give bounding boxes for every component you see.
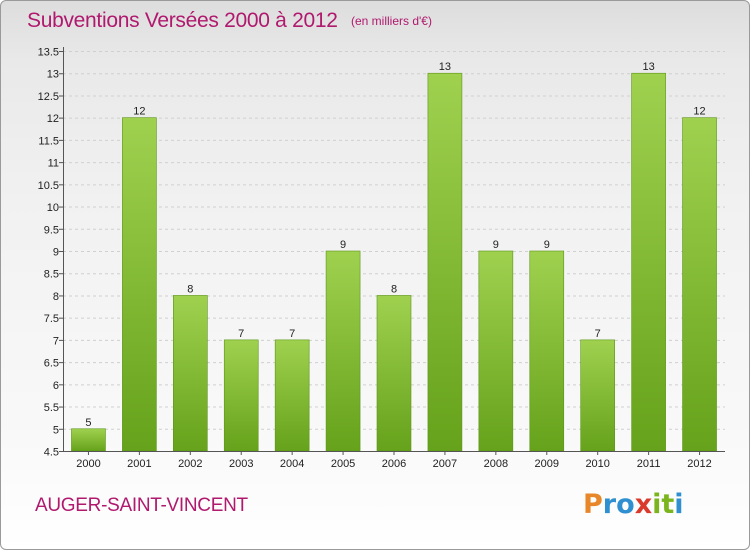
y-tick-label: 9.5 xyxy=(44,224,59,236)
chart-title: Subventions Versées 2000 à 2012 xyxy=(27,9,338,32)
x-tick-label: 2003 xyxy=(229,458,253,470)
logo-letter: t xyxy=(661,489,675,520)
x-tick-label: 2005 xyxy=(331,458,355,470)
y-tick-label: 7.5 xyxy=(44,313,59,325)
bar-2004 xyxy=(274,339,310,452)
y-tick-label: 5 xyxy=(53,424,59,436)
bar-value-label: 9 xyxy=(544,239,550,251)
y-tick-label: 13.5 xyxy=(38,47,59,59)
bar-2001 xyxy=(122,117,157,452)
y-tick-label: 9 xyxy=(53,247,59,259)
x-tick-label: 2004 xyxy=(280,458,304,470)
bar-value-label: 9 xyxy=(493,239,499,251)
y-tick-label: 8.5 xyxy=(44,269,59,281)
logo-letter: i xyxy=(674,489,684,520)
bar-2010 xyxy=(580,339,615,452)
bar-value-label: 13 xyxy=(642,61,654,73)
y-tick-label: 6.5 xyxy=(44,358,59,370)
bar-2009 xyxy=(529,250,565,452)
proxiti-logo: Proxiti xyxy=(583,489,684,520)
x-tick-label: 2000 xyxy=(76,458,100,470)
x-tick-label: 2002 xyxy=(178,458,202,470)
y-tick-label: 11.5 xyxy=(38,135,59,147)
bar-value-label: 12 xyxy=(693,106,705,118)
bar-2002 xyxy=(173,295,208,452)
x-tick-label: 2012 xyxy=(687,458,711,470)
bar-value-label: 7 xyxy=(238,328,244,340)
y-tick-label: 5.5 xyxy=(44,402,59,414)
logo-letter: r xyxy=(602,489,617,520)
bar-2008 xyxy=(478,250,514,452)
bar-value-label: 7 xyxy=(289,328,295,340)
bar-value-label: 7 xyxy=(595,328,601,340)
y-tick-label: 8 xyxy=(53,291,59,303)
chart-subtitle: (en milliers d'€) xyxy=(351,14,432,28)
y-tick-label: 11 xyxy=(48,158,59,170)
bar-value-label: 9 xyxy=(340,239,346,251)
y-tick-label: 12 xyxy=(47,113,59,125)
y-tick-label: 13 xyxy=(47,69,59,81)
bar-2000 xyxy=(71,428,106,452)
bar-2012 xyxy=(682,117,717,452)
bar-2006 xyxy=(376,295,412,452)
logo-letter: i xyxy=(652,489,662,520)
bar-value-label: 8 xyxy=(391,283,397,295)
bar-2011 xyxy=(631,72,666,452)
bar-value-label: 8 xyxy=(187,283,193,295)
x-tick-label: 2010 xyxy=(585,458,609,470)
bar-value-label: 13 xyxy=(439,61,451,73)
bar-value-label: 5 xyxy=(85,417,91,429)
bar-2007 xyxy=(427,72,463,452)
x-tick-label: 2008 xyxy=(484,458,508,470)
x-tick-label: 2011 xyxy=(637,458,661,470)
logo-letter: o xyxy=(616,489,635,520)
y-tick-label: 7 xyxy=(53,335,59,347)
x-tick-label: 2006 xyxy=(382,458,406,470)
logo-letter: P xyxy=(583,489,603,520)
y-tick-label: 12.5 xyxy=(38,91,59,103)
bar-2005 xyxy=(325,250,361,452)
town-name: AUGER-SAINT-VINCENT xyxy=(35,495,248,516)
x-tick-label: 2001 xyxy=(127,458,151,470)
logo-letter: x xyxy=(634,489,653,520)
y-tick-label: 4.5 xyxy=(44,447,59,459)
bar-2003 xyxy=(223,339,259,452)
x-tick-label: 2009 xyxy=(535,458,559,470)
y-tick-label: 10 xyxy=(47,202,59,214)
y-tick-label: 6 xyxy=(53,380,59,392)
bar-value-label: 12 xyxy=(133,106,145,118)
x-tick-label: 2007 xyxy=(433,458,457,470)
y-tick-label: 10.5 xyxy=(38,180,59,192)
